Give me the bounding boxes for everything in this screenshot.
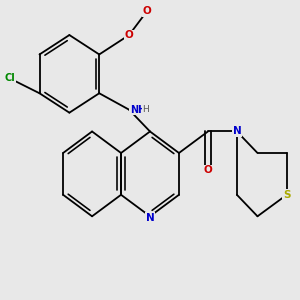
Text: NH: NH — [130, 105, 146, 115]
Text: O: O — [144, 7, 150, 16]
Text: H: H — [142, 105, 149, 114]
Text: O: O — [204, 165, 212, 175]
Text: N: N — [232, 127, 241, 136]
Text: Cl: Cl — [4, 73, 15, 83]
Text: S: S — [283, 190, 290, 200]
Text: O: O — [142, 6, 152, 16]
Text: N: N — [146, 213, 154, 223]
Text: O: O — [125, 30, 134, 40]
